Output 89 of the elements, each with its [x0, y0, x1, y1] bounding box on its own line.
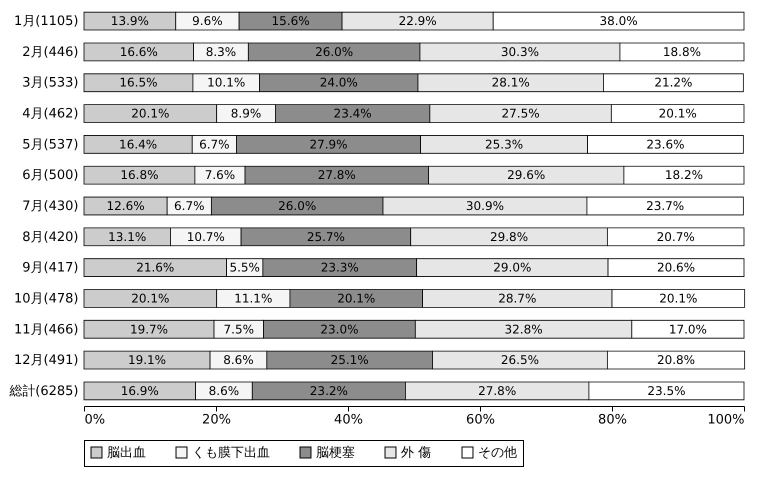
data-label: 16.9% — [120, 384, 159, 398]
data-label: 21.6% — [136, 260, 174, 275]
y-tick-label: 9月(417) — [22, 260, 78, 276]
data-label: 29.8% — [490, 230, 528, 244]
data-label: 25.1% — [330, 353, 369, 368]
x-tick-label: 100% — [707, 412, 744, 428]
data-label: 17.0% — [668, 322, 707, 336]
y-tick-label: 7月(430) — [22, 199, 78, 214]
data-label: 8.6% — [208, 384, 240, 398]
data-label: 26.5% — [500, 353, 539, 368]
data-label: 23.7% — [646, 199, 684, 213]
data-label: 16.4% — [119, 137, 158, 152]
y-tick-label: 3月(533) — [22, 76, 78, 91]
y-tick-label: 2月(446) — [22, 44, 78, 60]
data-label: 27.5% — [502, 106, 540, 121]
data-label: 18.2% — [664, 168, 704, 182]
data-label: 26.0% — [315, 44, 354, 59]
x-tick-label: 80% — [598, 412, 627, 428]
data-label: 8.6% — [223, 353, 254, 368]
data-label: 10.7% — [186, 230, 225, 244]
data-label: 8.9% — [230, 106, 262, 121]
data-label: 29.6% — [507, 168, 546, 182]
data-label: 18.8% — [662, 44, 702, 59]
data-label: 13.1% — [108, 230, 146, 244]
data-label: 20.8% — [656, 353, 696, 368]
y-tick-label: 12月(491) — [14, 353, 78, 368]
data-label: 11.1% — [234, 291, 272, 306]
data-label: 21.2% — [654, 76, 692, 90]
legend-label: 外 傷 — [401, 446, 432, 461]
y-tick-label: 8月(420) — [22, 230, 78, 245]
data-label: 5.5% — [229, 260, 260, 275]
data-label: 16.6% — [120, 44, 158, 59]
legend-label: くも膜下出血 — [192, 446, 270, 461]
data-label: 23.3% — [320, 260, 359, 275]
data-label: 38.0% — [600, 14, 638, 28]
data-label: 23.5% — [647, 384, 686, 398]
y-tick-label: 11月(466) — [14, 322, 78, 338]
data-label: 23.4% — [334, 106, 372, 121]
x-tick-label: 40% — [334, 412, 363, 428]
data-label: 10.1% — [207, 76, 246, 90]
data-label: 7.6% — [204, 168, 236, 182]
data-label: 20.7% — [656, 230, 695, 244]
data-label: 20.1% — [131, 291, 170, 306]
data-label: 27.9% — [309, 137, 348, 152]
y-tick-label: 4月(462) — [22, 106, 78, 122]
y-tick-label: 1月(1105) — [14, 14, 78, 30]
data-label: 19.7% — [130, 322, 168, 336]
legend-label: 脳梗塞 — [316, 444, 355, 461]
data-label: 12.6% — [106, 199, 145, 213]
data-label: 15.6% — [272, 14, 310, 28]
data-label: 28.7% — [498, 291, 536, 306]
data-label: 29.0% — [493, 260, 532, 275]
data-label: 20.1% — [131, 106, 170, 121]
data-label: 16.5% — [119, 76, 158, 90]
x-tick-label: 20% — [202, 412, 231, 428]
data-label: 32.8% — [504, 322, 543, 336]
data-label: 20.1% — [337, 291, 376, 306]
data-label: 23.2% — [310, 384, 348, 398]
data-label: 20.6% — [656, 260, 696, 275]
data-label: 13.9% — [110, 14, 149, 28]
x-tick-label: 60% — [466, 412, 495, 428]
legend-label: 脳出血 — [107, 446, 146, 461]
data-label: 7.5% — [224, 322, 254, 336]
data-label: 26.0% — [278, 199, 316, 213]
data-label: 30.3% — [500, 44, 539, 59]
data-label: 25.7% — [306, 230, 345, 244]
data-label: 27.8% — [478, 384, 516, 398]
y-tick-label: 5月(537) — [22, 137, 78, 152]
data-label: 30.9% — [466, 199, 504, 213]
data-label: 9.6% — [192, 14, 223, 28]
data-label: 6.7% — [174, 199, 205, 213]
y-tick-label: 総計(6285) — [8, 384, 78, 399]
data-label: 23.0% — [320, 322, 358, 336]
data-label: 20.1% — [659, 291, 698, 306]
data-label: 27.8% — [318, 168, 356, 182]
data-label: 28.1% — [492, 76, 530, 90]
data-label: 25.3% — [485, 137, 524, 152]
legend-label: その他 — [478, 446, 517, 461]
data-label: 22.9% — [398, 14, 437, 28]
data-label: 20.1% — [658, 106, 697, 121]
x-tick-label: 0% — [84, 412, 106, 428]
data-label: 19.1% — [128, 353, 166, 368]
data-label: 16.8% — [120, 168, 159, 182]
data-label: 6.7% — [199, 137, 230, 152]
data-label: 24.0% — [320, 76, 358, 90]
data-label: 8.3% — [206, 44, 236, 59]
y-tick-label: 10月(478) — [14, 291, 78, 306]
y-tick-label: 6月(500) — [22, 168, 78, 184]
data-label: 23.6% — [646, 137, 685, 152]
